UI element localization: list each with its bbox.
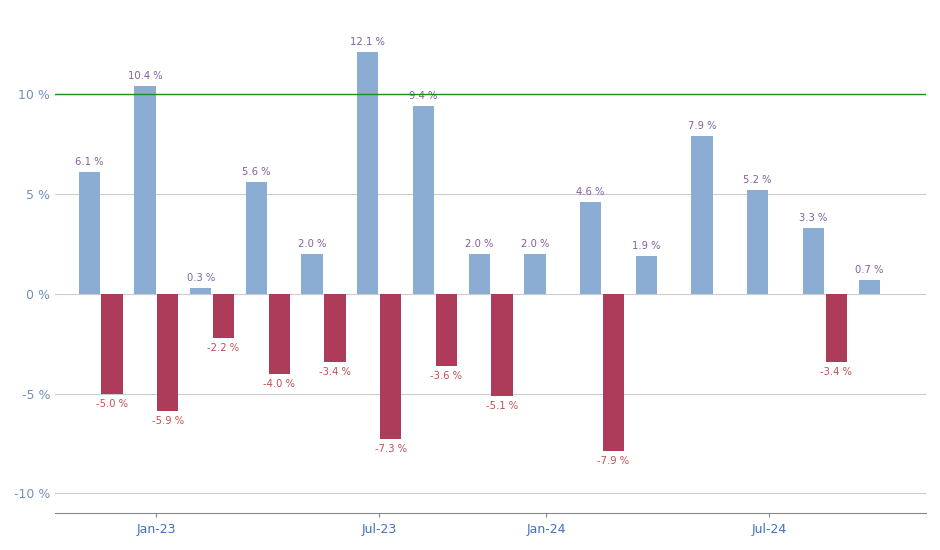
Bar bbox=[212, 294, 234, 338]
Text: 2.0 %: 2.0 % bbox=[298, 239, 326, 249]
Text: 2.0 %: 2.0 % bbox=[465, 239, 494, 249]
Bar bbox=[324, 294, 346, 361]
Text: 9.4 %: 9.4 % bbox=[409, 91, 438, 101]
Bar bbox=[525, 254, 545, 294]
Text: 0.7 %: 0.7 % bbox=[855, 265, 884, 274]
Text: -4.0 %: -4.0 % bbox=[263, 378, 295, 388]
Bar bbox=[492, 294, 512, 395]
Bar bbox=[747, 190, 768, 294]
Bar bbox=[245, 182, 267, 294]
Bar bbox=[357, 52, 379, 294]
Text: -3.4 %: -3.4 % bbox=[821, 366, 853, 377]
Text: -5.1 %: -5.1 % bbox=[486, 400, 518, 410]
Text: 6.1 %: 6.1 % bbox=[75, 157, 103, 167]
Bar bbox=[603, 294, 624, 452]
Bar bbox=[269, 294, 290, 373]
Text: 10.4 %: 10.4 % bbox=[128, 71, 163, 81]
Text: 0.3 %: 0.3 % bbox=[186, 273, 215, 283]
Bar bbox=[469, 254, 490, 294]
Text: -7.9 %: -7.9 % bbox=[597, 456, 630, 466]
Text: -3.4 %: -3.4 % bbox=[319, 366, 351, 377]
Bar bbox=[302, 254, 322, 294]
Bar bbox=[635, 256, 657, 294]
Bar bbox=[190, 288, 212, 294]
Text: 2.0 %: 2.0 % bbox=[521, 239, 549, 249]
Bar bbox=[803, 228, 824, 294]
Text: 3.3 %: 3.3 % bbox=[799, 213, 827, 223]
Text: 5.2 %: 5.2 % bbox=[744, 175, 772, 185]
Bar bbox=[79, 172, 100, 294]
Text: -3.6 %: -3.6 % bbox=[431, 371, 462, 381]
Text: 5.6 %: 5.6 % bbox=[243, 167, 271, 177]
Text: 12.1 %: 12.1 % bbox=[351, 37, 385, 47]
Bar bbox=[825, 294, 847, 361]
Bar bbox=[380, 294, 401, 439]
Bar bbox=[134, 86, 156, 294]
Bar bbox=[435, 294, 457, 366]
Text: -2.2 %: -2.2 % bbox=[208, 343, 240, 353]
Bar bbox=[413, 106, 434, 294]
Text: -7.3 %: -7.3 % bbox=[375, 444, 407, 454]
Text: -5.9 %: -5.9 % bbox=[151, 416, 184, 426]
Text: -5.0 %: -5.0 % bbox=[96, 399, 128, 409]
Bar bbox=[692, 136, 713, 294]
Bar bbox=[580, 202, 602, 294]
Text: 1.9 %: 1.9 % bbox=[632, 241, 661, 251]
Text: 7.9 %: 7.9 % bbox=[688, 121, 716, 131]
Bar bbox=[858, 279, 880, 294]
Bar bbox=[157, 294, 179, 411]
Bar bbox=[102, 294, 123, 393]
Text: 4.6 %: 4.6 % bbox=[576, 186, 604, 197]
